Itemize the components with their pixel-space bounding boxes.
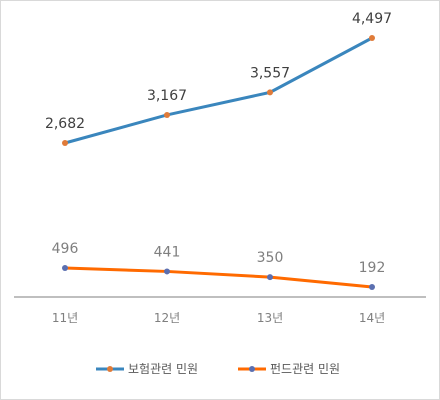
legend-item-series-1[interactable]: 보험관련 민원 — [96, 362, 198, 376]
data-label: 192 — [359, 260, 386, 276]
data-label: 2,682 — [45, 116, 85, 132]
data-label: 496 — [52, 241, 79, 257]
data-label: 3,557 — [250, 65, 290, 81]
legend-marker — [249, 366, 255, 372]
x-tick-label: 12년 — [154, 311, 180, 325]
x-tick-label: 14년 — [359, 311, 385, 325]
legend-item-series-2[interactable]: 펀드관련 민원 — [238, 362, 340, 376]
x-tick-label: 11년 — [52, 311, 78, 325]
series-line — [64, 36, 373, 145]
data-point[interactable] — [164, 268, 170, 275]
legend: 보험관련 민원 펀드관련 민원 — [96, 362, 340, 376]
data-label: 350 — [257, 250, 284, 266]
data-point[interactable] — [62, 265, 68, 271]
data-point[interactable] — [267, 89, 273, 96]
data-point[interactable] — [267, 274, 273, 281]
x-tick-label: 13년 — [257, 311, 283, 325]
data-point[interactable] — [164, 111, 170, 118]
legend-marker — [107, 366, 113, 372]
legend-label: 펀드관련 민원 — [270, 362, 340, 376]
data-point[interactable] — [369, 284, 375, 290]
data-label: 3,167 — [147, 88, 187, 104]
data-label: 4,497 — [352, 11, 392, 27]
data-point[interactable] — [369, 35, 375, 41]
data-point[interactable] — [62, 140, 68, 146]
series-line — [64, 266, 373, 289]
legend-label: 보험관련 민원 — [128, 362, 198, 376]
data-label: 441 — [154, 244, 181, 260]
